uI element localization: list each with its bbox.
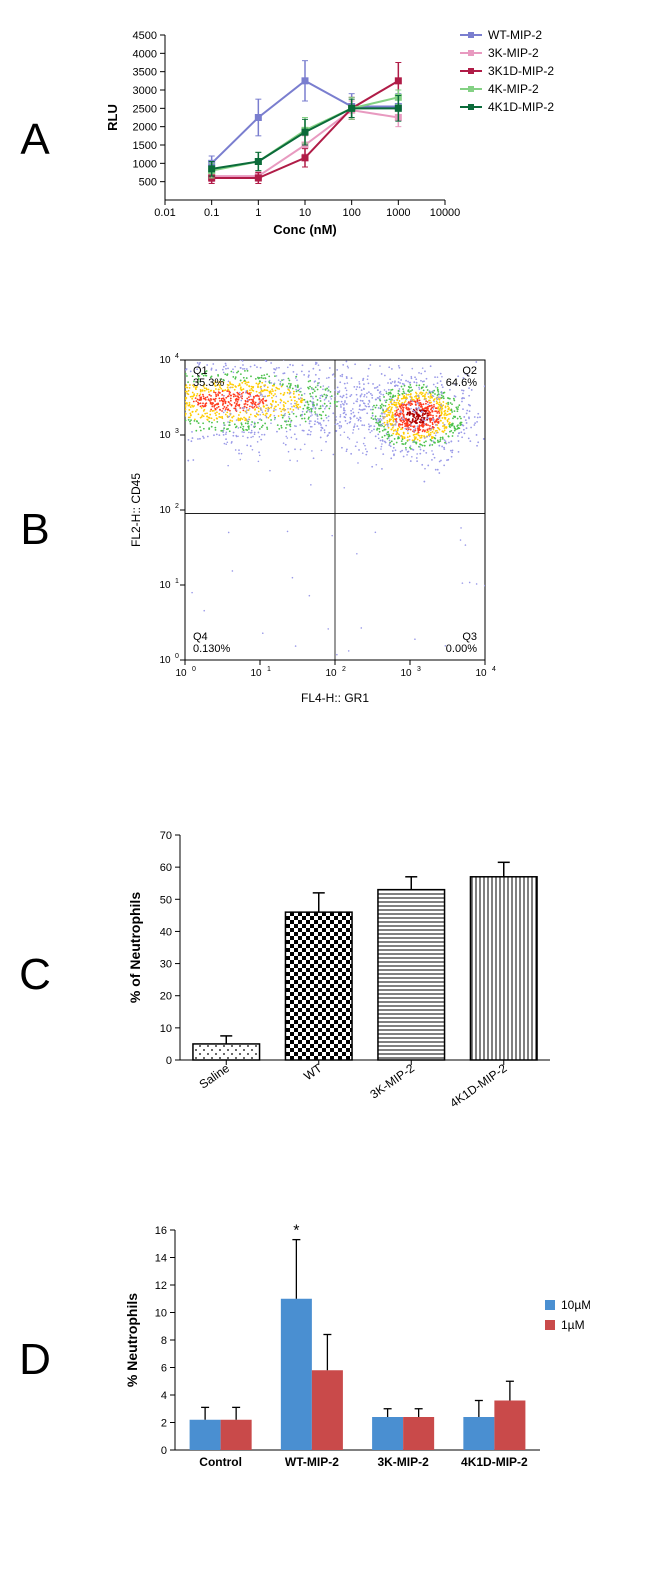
svg-text:40: 40 xyxy=(160,926,172,938)
svg-text:% of Neutrophils: % of Neutrophils xyxy=(127,892,143,1003)
svg-text:4: 4 xyxy=(175,353,179,360)
svg-text:4: 4 xyxy=(161,1390,167,1402)
svg-text:4: 4 xyxy=(492,666,496,673)
svg-text:10µM: 10µM xyxy=(561,1298,590,1312)
svg-text:60: 60 xyxy=(160,862,172,874)
svg-text:4500: 4500 xyxy=(133,30,157,42)
svg-text:8: 8 xyxy=(161,1335,167,1347)
svg-text:16: 16 xyxy=(155,1225,167,1237)
svg-text:1000: 1000 xyxy=(133,158,157,170)
svg-text:Q2: Q2 xyxy=(462,365,477,377)
svg-text:10: 10 xyxy=(400,668,412,679)
svg-text:1: 1 xyxy=(267,666,271,673)
panel-label-d: D xyxy=(0,1335,70,1385)
svg-text:50: 50 xyxy=(160,894,172,906)
chart-a: 0.01 0.1 1 10 100 1000 10000 500 1000 1500 2000 250… xyxy=(70,20,650,260)
svg-text:Q1: Q1 xyxy=(193,365,208,377)
svg-text:64.6%: 64.6% xyxy=(446,377,477,389)
svg-text:10: 10 xyxy=(299,207,311,219)
svg-text:0.01: 0.01 xyxy=(154,207,175,219)
svg-text:10: 10 xyxy=(475,668,487,679)
svg-text:10000: 10000 xyxy=(430,207,461,219)
svg-text:Q4: Q4 xyxy=(193,631,208,643)
svg-text:0.130%: 0.130% xyxy=(193,643,231,655)
svg-text:500: 500 xyxy=(139,177,157,189)
svg-text:0: 0 xyxy=(166,1055,172,1067)
svg-text:1µM: 1µM xyxy=(561,1318,585,1332)
svg-text:30: 30 xyxy=(160,959,172,971)
svg-text:12: 12 xyxy=(155,1280,167,1292)
svg-text:WT-MIP-2: WT-MIP-2 xyxy=(488,28,542,42)
svg-text:10: 10 xyxy=(155,1308,167,1320)
svg-text:2: 2 xyxy=(342,666,346,673)
svg-text:10: 10 xyxy=(250,668,262,679)
svg-text:1: 1 xyxy=(175,578,179,585)
svg-text:Saline: Saline xyxy=(197,1061,233,1092)
svg-text:Control: Control xyxy=(199,1455,242,1469)
panel-label-b: B xyxy=(0,505,70,555)
svg-text:100: 100 xyxy=(342,207,360,219)
svg-text:14: 14 xyxy=(155,1253,167,1265)
chart-c: 0 10 20 30 40 50 60 70 % of Neutrophils Saline WT 3… xyxy=(70,820,650,1130)
svg-text:0: 0 xyxy=(161,1445,167,1457)
svg-text:3K1D-MIP-2: 3K1D-MIP-2 xyxy=(488,64,554,78)
chart-d: 0 2 4 6 8 10 12 14 16 % Neutrophils Control * WT-MIP… xyxy=(70,1210,650,1510)
svg-text:4K-MIP-2: 4K-MIP-2 xyxy=(488,82,539,96)
svg-text:3K-MIP-2: 3K-MIP-2 xyxy=(488,46,539,60)
svg-text:10: 10 xyxy=(159,430,171,441)
svg-text:10: 10 xyxy=(159,355,171,366)
svg-text:10: 10 xyxy=(160,1023,172,1035)
svg-text:1: 1 xyxy=(255,207,261,219)
svg-text:1000: 1000 xyxy=(386,207,410,219)
panel-label-a: A xyxy=(0,115,70,165)
chart-b: 100101102103104100101102103104FL4-H:: GR… xyxy=(70,340,650,720)
svg-text:10: 10 xyxy=(159,655,171,666)
svg-text:RLU: RLU xyxy=(105,104,120,131)
svg-text:4K1D-MIP-2: 4K1D-MIP-2 xyxy=(488,100,554,114)
svg-text:4K1D-MIP-2: 4K1D-MIP-2 xyxy=(447,1061,509,1111)
svg-text:% Neutrophils: % Neutrophils xyxy=(124,1293,140,1387)
svg-text:2500: 2500 xyxy=(133,103,157,115)
svg-text:2000: 2000 xyxy=(133,122,157,134)
svg-text:3K-MIP-2: 3K-MIP-2 xyxy=(377,1455,429,1469)
svg-text:35.3%: 35.3% xyxy=(193,377,224,389)
svg-text:3: 3 xyxy=(417,666,421,673)
svg-text:WT: WT xyxy=(301,1061,325,1084)
svg-text:4K1D-MIP-2: 4K1D-MIP-2 xyxy=(461,1455,528,1469)
svg-text:FL4-H:: GR1: FL4-H:: GR1 xyxy=(301,691,369,705)
svg-text:10: 10 xyxy=(159,580,171,591)
svg-text:*: * xyxy=(293,1223,299,1240)
svg-text:20: 20 xyxy=(160,991,172,1003)
svg-text:2: 2 xyxy=(175,503,179,510)
panel-label-c: C xyxy=(0,950,70,1000)
svg-text:10: 10 xyxy=(159,505,171,516)
svg-text:3: 3 xyxy=(175,428,179,435)
svg-text:6: 6 xyxy=(161,1363,167,1375)
svg-text:10: 10 xyxy=(175,668,187,679)
svg-text:FL2-H:: CD45: FL2-H:: CD45 xyxy=(129,473,143,547)
svg-text:Q3: Q3 xyxy=(462,631,477,643)
svg-text:10: 10 xyxy=(325,668,337,679)
svg-text:3K-MIP-2: 3K-MIP-2 xyxy=(367,1061,417,1102)
svg-text:70: 70 xyxy=(160,830,172,842)
svg-text:0.1: 0.1 xyxy=(204,207,219,219)
svg-text:0: 0 xyxy=(192,666,196,673)
svg-text:1500: 1500 xyxy=(133,140,157,152)
svg-text:Conc (nM): Conc (nM) xyxy=(273,222,337,237)
svg-text:0.00%: 0.00% xyxy=(446,643,477,655)
svg-text:3500: 3500 xyxy=(133,67,157,79)
svg-text:WT-MIP-2: WT-MIP-2 xyxy=(285,1455,339,1469)
svg-text:2: 2 xyxy=(161,1418,167,1430)
svg-text:0: 0 xyxy=(175,653,179,660)
svg-text:3000: 3000 xyxy=(133,85,157,97)
svg-text:4000: 4000 xyxy=(133,48,157,60)
